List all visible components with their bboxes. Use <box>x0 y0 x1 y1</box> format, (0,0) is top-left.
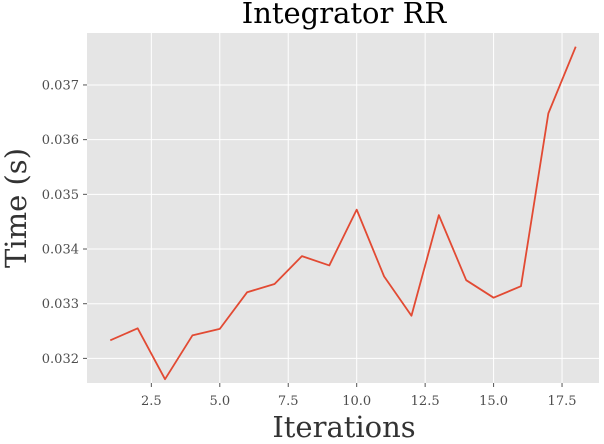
y-tick-label: 0.035 <box>42 188 79 203</box>
chart-title: Integrator RR <box>242 0 448 30</box>
x-tick-label: 12.5 <box>411 394 440 409</box>
y-axis-label: Time (s) <box>0 148 33 268</box>
y-tick-label: 0.032 <box>42 352 79 367</box>
plot-area <box>87 33 599 383</box>
series-line <box>109 46 577 381</box>
x-tick-label: 15.0 <box>479 394 508 409</box>
grid-lines <box>87 33 599 383</box>
y-tick-label: 0.037 <box>42 78 79 93</box>
x-tick-label: 2.5 <box>141 394 162 409</box>
series-lines <box>109 46 577 381</box>
y-tick-label: 0.033 <box>42 297 79 312</box>
y-tick-label: 0.034 <box>42 243 79 258</box>
x-tick-label: 17.5 <box>548 394 577 409</box>
x-axis-label: Iterations <box>272 410 415 444</box>
x-tick-label: 7.5 <box>278 394 299 409</box>
y-tick-label: 0.036 <box>42 133 79 148</box>
x-tick-label: 10.0 <box>342 394 371 409</box>
y-axis-ticks: 0.032 0.033 0.034 0.035 0.036 0.037 <box>42 78 87 367</box>
x-axis-ticks: 2.5 5.0 7.5 10.0 12.5 15.0 17.5 <box>141 383 577 409</box>
x-tick-label: 5.0 <box>209 394 230 409</box>
